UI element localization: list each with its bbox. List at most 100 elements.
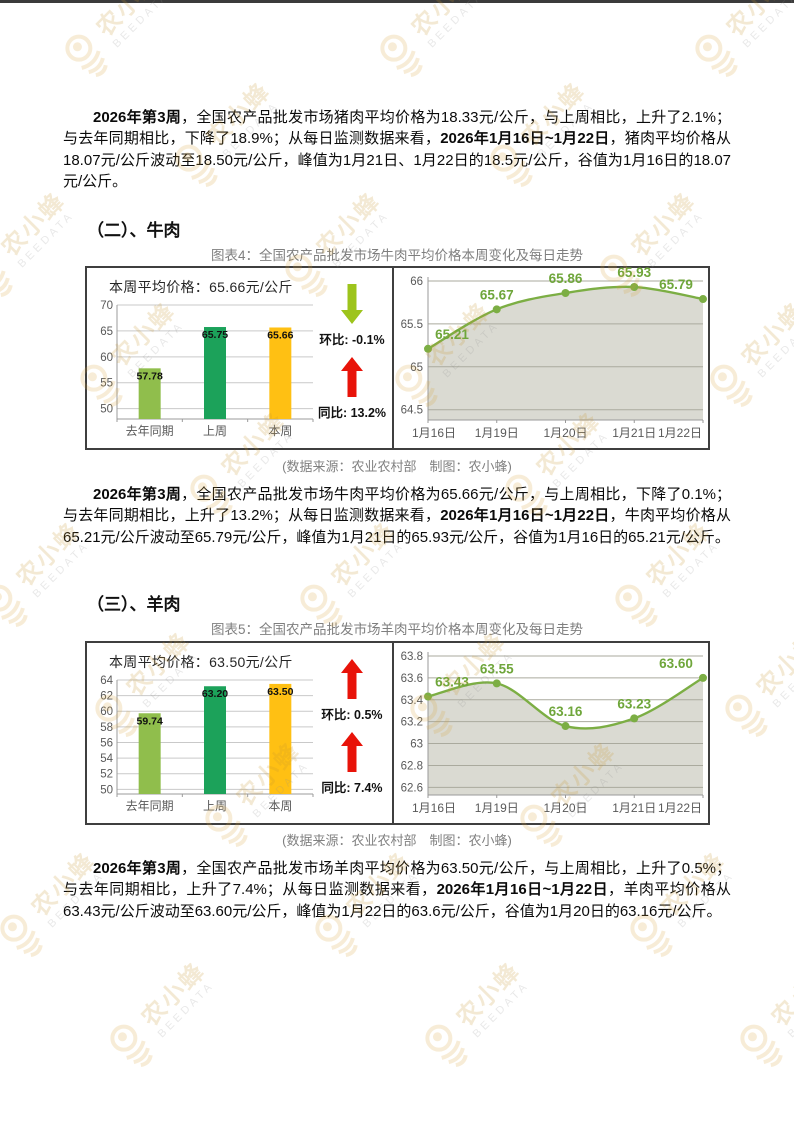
up-arrow-icon (340, 732, 363, 772)
indicator-label: 同比: 13.2% (317, 406, 387, 420)
x-tick-label: 1月22日 (658, 801, 702, 815)
data-point (492, 679, 501, 688)
y-tick-label: 58 (100, 722, 113, 734)
y-tick-label: 63.4 (401, 695, 424, 707)
y-tick-label: 63 (410, 739, 423, 751)
mutton-indicators: 环比: 0.5% 同比: 7.4% (319, 659, 385, 805)
data-point (424, 344, 432, 353)
beef-week-lead: 2026年第3周 (93, 486, 182, 503)
up-arrow-icon (340, 659, 363, 699)
up-arrow-icon (341, 357, 363, 397)
y-tick-label: 65 (100, 326, 113, 338)
bar-2 (204, 686, 226, 794)
watermark-bee-icon (425, 1024, 468, 1068)
beef-week-avg-price-label: 本周平均价格：65.66元/公斤 (109, 279, 293, 295)
x-tick-label: 1月21日 (612, 801, 656, 815)
watermark-brand-text: 农小蜂 (136, 957, 211, 1032)
bar-value-label: 59.74 (137, 715, 163, 727)
mutton-daily-line-plot: 62.6 62.8 63 63.2 63.4 63.6 63.8 63.43 1月16日 63.5… (394, 643, 708, 823)
watermark-brand-text: 农小蜂 (766, 957, 794, 1032)
watermark-text: 农小蜂 BEEDATA (721, 0, 794, 51)
y-tick-label: 65 (410, 362, 423, 374)
watermark-sub-text: BEEDATA (770, 649, 794, 711)
indicator: 同比: 7.4% (321, 732, 383, 796)
bar-value-label: 63.20 (202, 688, 228, 700)
indicator: 环比: 0.5% (321, 659, 383, 723)
point-value-label: 65.93 (617, 265, 651, 280)
bar-1 (138, 368, 161, 419)
bar-chart-svg: 50 55 60 65 70 57.78 去年同期 65.75 上周 65.66 本周 (100, 300, 314, 438)
x-tick-label: 1月16日 (412, 801, 456, 815)
category-label: 上周 (203, 424, 227, 438)
watermark-text: 农小蜂 BEEDATA (736, 297, 794, 381)
category-label: 上周 (203, 799, 227, 813)
bar-value-label: 65.66 (267, 329, 293, 341)
category-label: 本周 (268, 799, 292, 813)
watermark-brand-text: 农小蜂 (91, 0, 166, 42)
y-tick-label: 56 (100, 737, 113, 749)
y-tick-label: 62 (100, 691, 113, 703)
watermark-sub-text: BEEDATA (785, 979, 794, 1041)
watermark-brand-text: 农小蜂 (721, 0, 794, 42)
beef-indicators: 环比: -0.1% 同比: 13.2% (317, 284, 387, 430)
x-tick-label: 1月21日 (612, 426, 656, 440)
y-tick-label: 66 (410, 276, 423, 288)
y-tick-label: 70 (100, 300, 113, 312)
mutton-weekly-bar-panel: 本周平均价格：63.50元/公斤 50 52 54 56 58 60 62 64 59.74 去年… (87, 643, 394, 823)
beef-daily-line-plot: 64.5 65 65.5 66 65.21 1月16日 65.67 1月19日 65.86 1月2… (394, 265, 708, 448)
mutton-bar-plot: 50 52 54 56 58 60 62 64 59.74 去年同期 63.20 上周 63.50 本周 (91, 675, 331, 828)
pork-text-2: ，猪肉平均价格从18.07元/公斤波动至18.50元/公斤，峰值为1月21日、1… (63, 130, 731, 191)
category-label: 去年同期 (126, 424, 174, 438)
figure4-source: (数据来源：农业农村部 制图：农小蜂) (282, 459, 512, 474)
beef-summary-paragraph: 2026年第3周，全国农产品批发市场牛肉平均价格为65.66元/公斤，与上周相比… (63, 484, 731, 548)
bar-1 (138, 713, 161, 794)
watermark-brand-text: 农小蜂 (451, 957, 526, 1032)
point-value-label: 65.67 (480, 287, 514, 302)
data-point (561, 289, 570, 298)
point-value-label: 65.86 (549, 271, 583, 286)
pork-summary-paragraph: 2026年第3周，全国农产品批发市场猪肉平均价格为18.33元/公斤，与上周相比… (63, 107, 731, 193)
watermark-bee-icon (380, 34, 423, 78)
watermark-text: 农小蜂 BEEDATA (451, 957, 535, 1041)
pork-week-lead: 2026年第3周 (93, 109, 182, 126)
watermark-brand-text: 农小蜂 (751, 627, 794, 702)
bar-chart-svg: 50 52 54 56 58 60 62 64 59.74 去年同期 63.20 上周 63.50 本周 (100, 675, 314, 813)
y-tick-label: 52 (100, 769, 113, 781)
beef-dates-lead: 2026年1月16日~1月22日 (440, 507, 610, 525)
indicator-label: 环比: -0.1% (319, 333, 385, 347)
x-tick-label: 1月22日 (658, 426, 702, 440)
y-tick-label: 62.8 (401, 760, 423, 772)
point-value-label: 65.79 (659, 277, 693, 292)
y-tick-label: 54 (100, 753, 113, 765)
watermark-bee-icon (110, 1024, 153, 1068)
watermark-text: 农小蜂 BEEDATA (406, 0, 490, 51)
y-tick-label: 60 (100, 352, 113, 364)
x-tick-label: 1月20日 (543, 801, 587, 815)
data-point (630, 714, 639, 723)
figure4-chart: 本周平均价格：65.66元/公斤 50 55 60 65 70 57.78 去年同期 65.7… (85, 265, 710, 450)
y-tick-label: 62.6 (401, 782, 423, 794)
watermark-text: 农小蜂 BEEDATA (136, 957, 220, 1041)
watermark-brand-text: 农小蜂 (406, 0, 481, 42)
indicator-label: 环比: 0.5% (321, 708, 383, 722)
y-tick-label: 64 (100, 675, 113, 687)
watermark-bee-icon (0, 914, 43, 958)
beef-text-2: ，牛肉平均价格从65.21元/公斤波动至65.79元/公斤，峰值为1月21日的6… (63, 507, 731, 546)
figure5-chart: 本周平均价格：63.50元/公斤 50 52 54 56 58 60 62 64 59.74 去年… (85, 641, 710, 825)
watermark-text: 农小蜂 BEEDATA (91, 0, 175, 51)
watermark-brand-text: 农小蜂 (736, 297, 794, 372)
line-chart-svg: 62.6 62.8 63 63.2 63.4 63.6 63.8 63.43 1月16日 63.5… (401, 651, 707, 815)
bar-value-label: 63.50 (267, 686, 293, 698)
data-point (630, 283, 639, 292)
y-tick-label: 55 (100, 378, 113, 390)
line-chart-svg: 64.5 65 65.5 66 65.21 1月16日 65.67 1月19日 65.86 1月2… (401, 265, 707, 440)
category-label: 本周 (268, 424, 292, 438)
